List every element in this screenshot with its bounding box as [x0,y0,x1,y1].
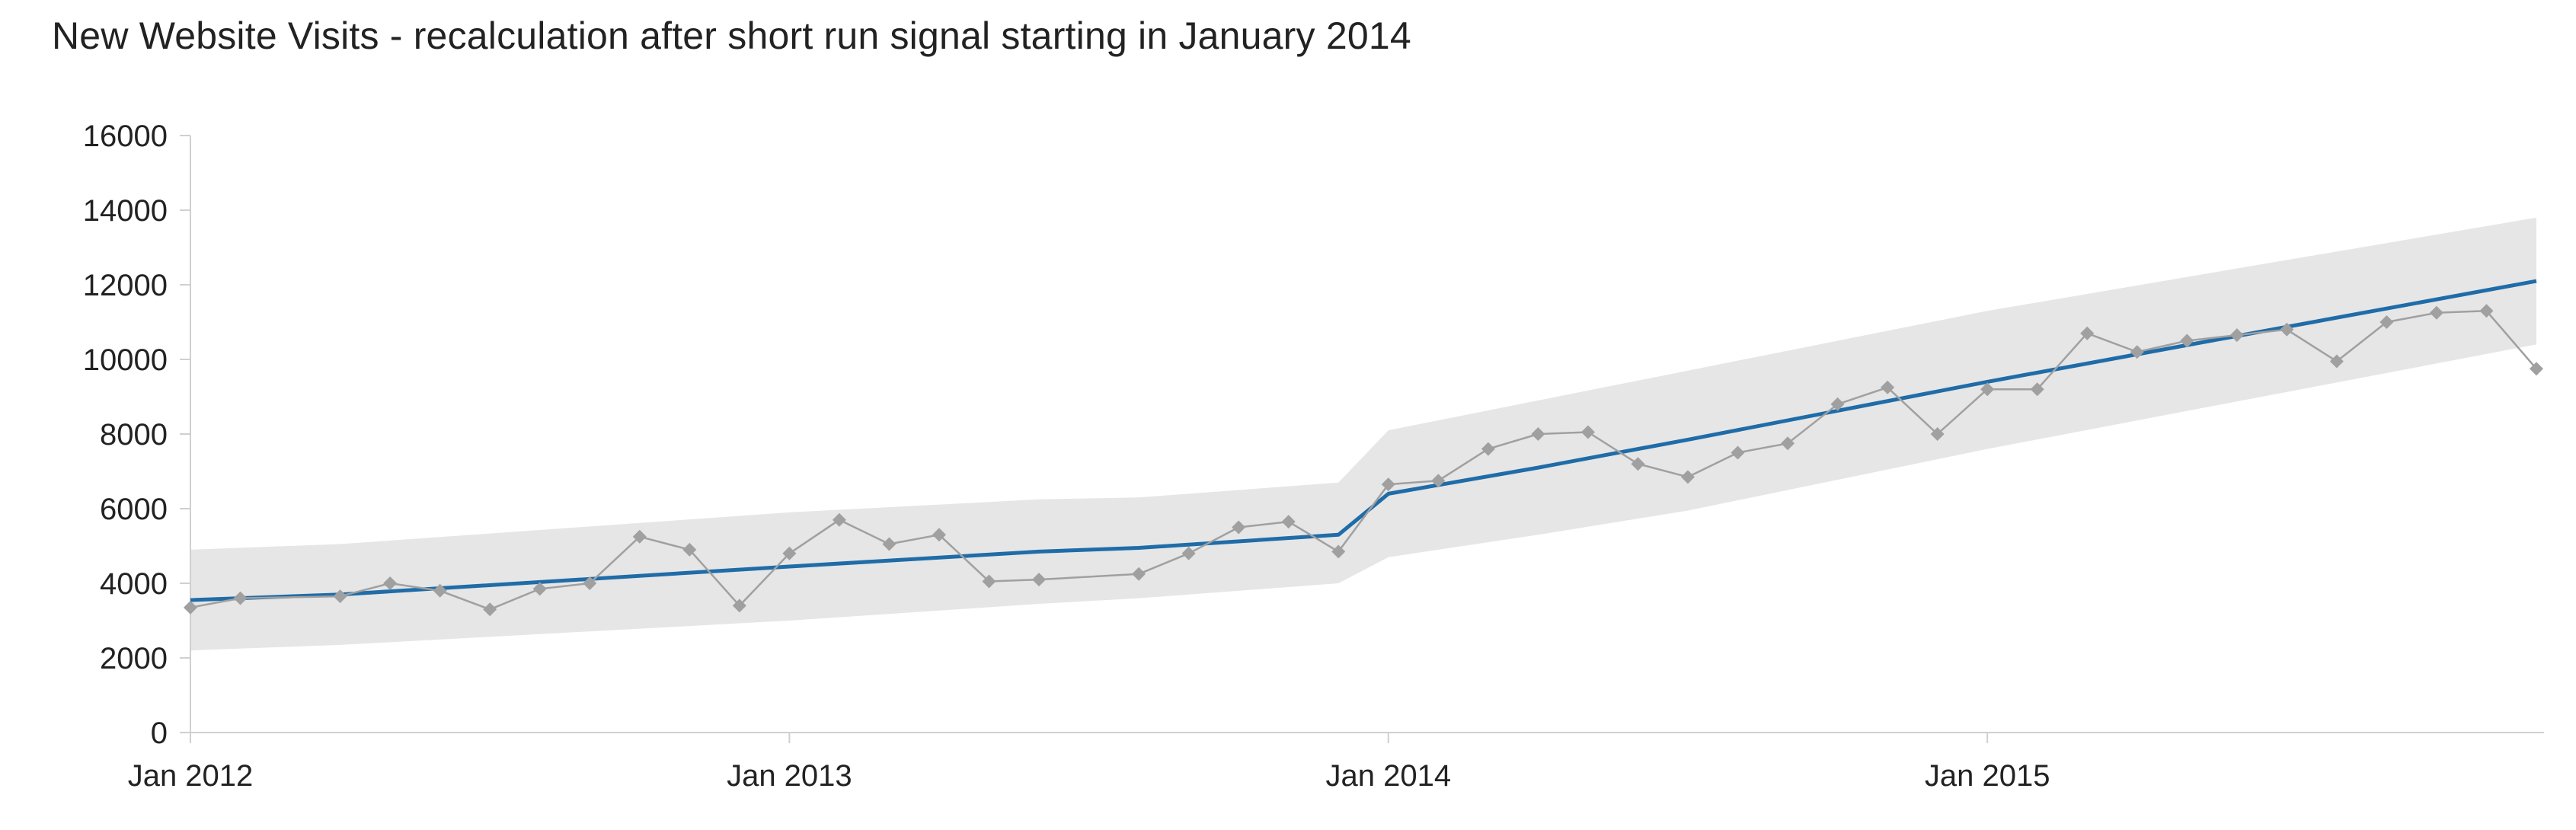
data-point [583,576,597,590]
axes [190,136,2544,733]
data-point [832,512,846,527]
x-tick-label: Jan 2015 [1925,759,2050,793]
data-point [882,537,896,551]
control-band-layer [190,217,2536,651]
data-point [682,542,697,557]
y-tick-label: 8000 [100,418,168,452]
data-point [1431,474,1446,488]
data-point [1132,567,1146,581]
center-line [190,279,2537,602]
x-tick-labels: Jan 2012 Jan 2013 Jan 2014 Jan 2015 [128,733,2050,793]
data-point [2329,354,2344,369]
data-point [1781,436,1795,451]
data-point [1680,470,1695,484]
data-point [1980,382,1995,397]
data-point [1830,397,1845,411]
data-point [982,574,996,589]
data-point [2030,382,2044,397]
y-tick-label: 0 [151,717,168,750]
data-point [1381,477,1395,492]
data-point [932,528,946,542]
y-tick-label: 16000 [83,120,168,153]
actual-line [190,310,2537,611]
data-point [632,529,647,544]
data-point [2180,334,2194,348]
data-point [1481,442,1495,456]
data-point [184,600,197,615]
data-point [732,599,746,613]
data-point [1580,425,1595,439]
y-tick-label: 12000 [83,269,168,302]
y-tick-label: 2000 [100,642,168,675]
data-point [383,576,398,590]
data-point [1032,573,1047,587]
y-tick-label: 14000 [83,194,168,228]
data-point [1930,427,1945,441]
data-point [1631,457,1645,471]
y-tick-label: 6000 [100,493,168,526]
data-point [2080,326,2095,340]
data-point [2429,305,2443,320]
data-point [1881,380,1895,394]
data-point [2530,362,2543,376]
data-point [782,546,797,560]
data-point [2229,328,2244,343]
data-point [433,583,447,598]
data-point [2379,315,2394,329]
y-tick-labels: 0 2000 4000 6000 8000 10000 12000 14000 16000 [83,120,190,750]
x-tick-label: Jan 2014 [1325,759,1451,793]
data-point [2479,304,2494,318]
data-point [1331,544,1346,559]
data-point [1531,427,1545,441]
data-point [1281,515,1296,529]
control-band [190,217,2536,651]
data-point [1181,546,1196,560]
data-point [233,591,248,605]
data-point [1731,445,1745,460]
x-tick-label: Jan 2013 [727,759,852,793]
data-point [532,582,547,596]
data-point [2130,345,2144,359]
data-point [333,589,347,604]
y-tick-label: 10000 [83,343,168,377]
data-point [1232,520,1246,535]
actual-series-layer [184,304,2543,617]
y-tick-label: 4000 [100,567,168,601]
x-tick-label: Jan 2012 [128,759,254,793]
chart-title: New Website Visits - recalculation after… [52,14,1411,57]
data-point [2280,322,2294,337]
center-line-layer [190,279,2537,602]
data-point [483,602,497,617]
